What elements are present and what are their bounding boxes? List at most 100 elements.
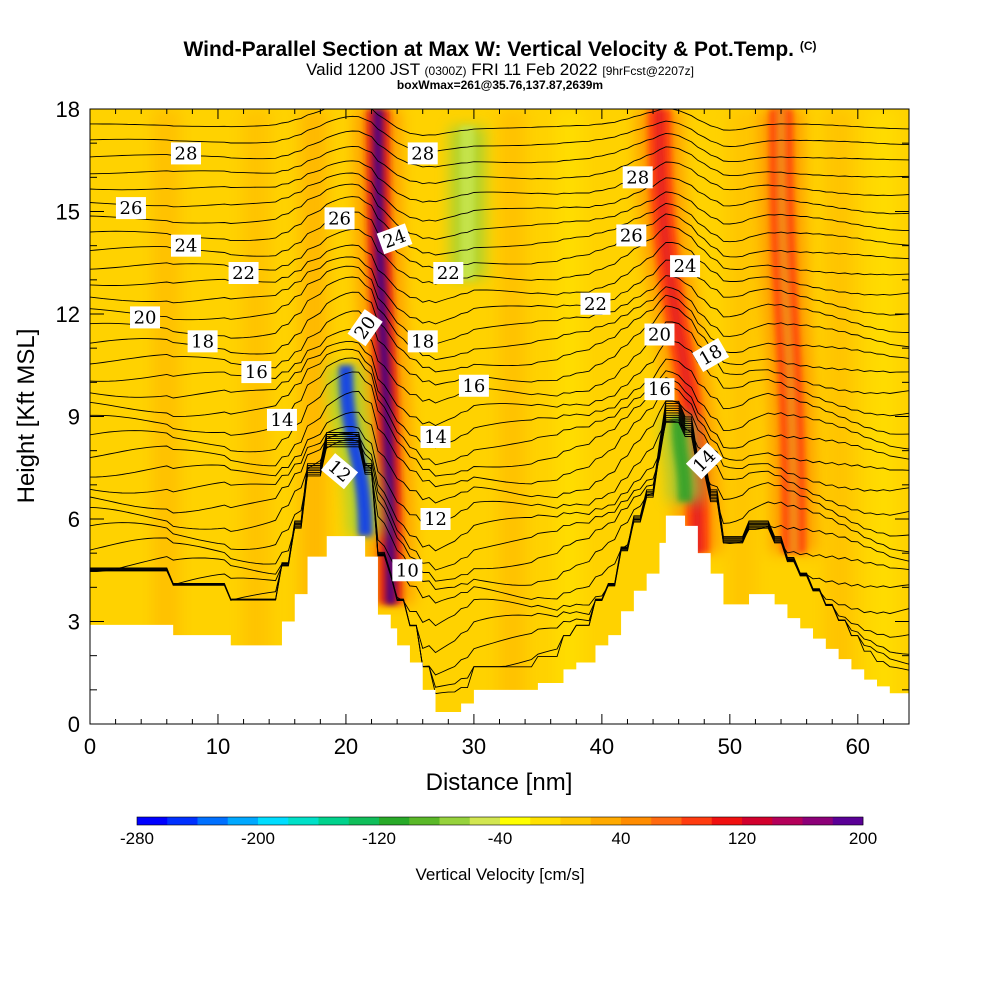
contour-label-box [407,330,438,353]
title-block: Wind-Parallel Section at Max W: Vertical… [0,34,1000,92]
x-tick-label: 30 [462,734,486,759]
contour-label-box [407,142,438,165]
colorbar-swatch [227,817,259,825]
x-tick-label: 20 [334,734,358,759]
downdraft-core [338,365,373,537]
contour-label-box [420,508,451,530]
colorbar-label: Vertical Velocity [cm/s] [415,865,584,884]
copyright-mark: (C) [799,39,817,53]
contour-label: 10 [392,559,423,582]
contour-label: 18 [187,330,218,353]
contour-label: 26 [324,207,355,230]
colorbar-swatch [772,817,803,825]
colorbar-swatch [560,817,592,825]
x-tick-label: 50 [718,734,742,759]
contour-label-text: 18 [411,331,434,352]
contour-label-box [670,255,701,278]
contour-label: 14 [266,408,297,431]
vertical-velocity-plumes [327,109,817,605]
colorbar: -280 -200 -120 -40 40 120 200 [120,816,877,848]
theta-contour [90,225,909,285]
contour-label-text: 22 [232,263,255,284]
theta-contour [90,414,909,590]
theta-contour [90,291,909,373]
field-streak [242,109,271,724]
contour-label-box [170,142,201,165]
theta-contour [90,419,909,571]
contour-label-box [685,442,723,480]
theta-contour [90,145,909,185]
x-tick-label: 60 [846,734,870,759]
colorbar-tick-label: -200 [241,829,275,848]
y-tick-label: 3 [68,610,80,635]
theta-contour [90,196,909,256]
x-axis-title: Distance [nm] [426,769,573,796]
contour-label-text: 10 [396,560,419,581]
contour-label-text: 26 [620,225,643,246]
theta-contour [90,211,909,270]
contour-label-text: 16 [462,376,485,397]
colorbar-tick-label: -120 [362,829,396,848]
theta-contour [90,421,909,552]
colorbar-swatch [469,817,501,825]
valid-date: FRI 11 Feb 2022 [471,60,598,79]
x-tick-label: 10 [206,734,230,759]
x-tick-label: 40 [590,734,614,759]
contour-label-text: 28 [411,143,434,164]
contour-label-box [616,224,647,247]
contour-label: 24 [170,234,201,257]
contour-label-text: 28 [626,167,649,188]
contour-label-box [458,374,489,397]
terrain-mask [90,515,909,724]
contour-label: 22 [228,262,259,284]
contour-label-box [376,223,413,255]
colorbar-swatch [439,817,471,825]
chart-title-text: Wind-Parallel Section at Max W: Vertical… [183,38,794,61]
contour-label: 26 [616,224,647,247]
downdraft-core [460,126,475,280]
colorbar-swatch [258,817,289,825]
x-tick-label: 0 [84,734,96,759]
colorbar-swatch [288,817,319,825]
contour-label-text: 22 [584,294,607,315]
colorbar-swatch [137,817,168,825]
contour-label-box [324,207,355,230]
theta-contour [90,340,909,427]
contour-label-text: 22 [437,263,460,284]
contour-labels: 2826242220181614122624202822181614121028… [115,142,730,582]
theta-contour [90,172,909,222]
contour-label: 18 [692,337,730,373]
y-tick-label: 6 [68,507,80,532]
contour-label: 28 [622,166,653,189]
contour-label-box [420,426,451,448]
contour-label-box [644,378,675,401]
contour-label: 14 [420,426,451,448]
updraft-peak [776,109,799,554]
colorbar-swatch [530,817,561,825]
colorbar-frame [136,816,864,826]
theta-contour [90,183,909,240]
colorbar-swatch [500,817,531,825]
downdraft-core [671,416,693,502]
box-info: boxWmax=261@35.76,137.87,2639m [396,78,604,92]
colorbar-tick-label: -280 [120,829,154,848]
contour-label-text: 14 [424,427,447,448]
contour-label: 28 [407,142,438,165]
field-streak [869,109,898,724]
contour-label: 18 [407,330,438,353]
contour-label-box [130,306,161,329]
theta-contour [90,357,909,466]
theta-contour [90,348,909,449]
valid-time: Valid 1200 JST (0300Z) FRI 11 Feb 2022 [… [0,60,1000,79]
contour-label-box [320,453,359,490]
contour-label-box [392,559,423,582]
theta-contour [90,385,909,488]
contour-label: 22 [433,262,464,284]
theta-contour [90,160,909,203]
contour-label-text: 16 [648,379,671,400]
contour-label: 20 [644,323,675,346]
colorbar-tick-label: 40 [612,829,631,848]
theta-contour [90,109,909,136]
potential-temperature-contours [90,109,909,695]
contour-label: 28 [170,142,201,165]
